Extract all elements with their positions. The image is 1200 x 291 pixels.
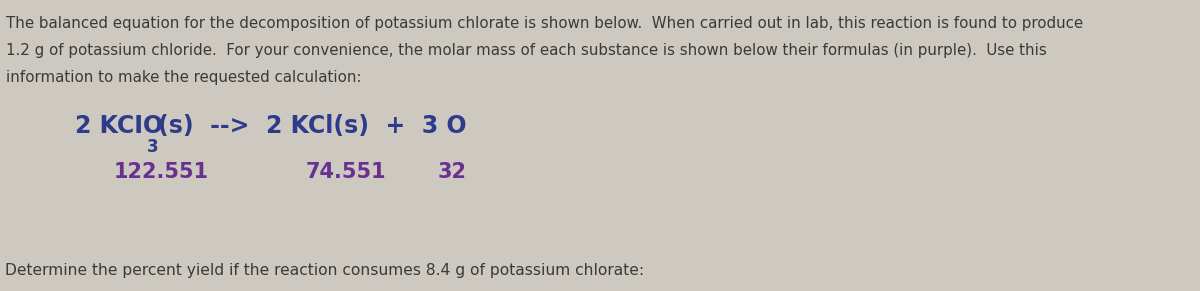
Text: 74.551: 74.551 (306, 162, 386, 182)
Text: 1.2 g of potassium chloride.  For your convenience, the molar mass of each subst: 1.2 g of potassium chloride. For your co… (6, 43, 1046, 58)
Text: (s)  -->  2 KCl(s)  +  3 O: (s) --> 2 KCl(s) + 3 O (157, 114, 467, 138)
Text: 32: 32 (438, 162, 467, 182)
Text: 122.551: 122.551 (114, 162, 209, 182)
Text: 3: 3 (146, 138, 158, 156)
Text: information to make the requested calculation:: information to make the requested calcul… (6, 70, 361, 85)
Text: The balanced equation for the decomposition of potassium chlorate is shown below: The balanced equation for the decomposit… (6, 16, 1082, 31)
Text: 2 KCIO: 2 KCIO (74, 114, 163, 138)
Text: Determine the percent yield if the reaction consumes 8.4 g of potassium chlorate: Determine the percent yield if the react… (5, 263, 644, 278)
